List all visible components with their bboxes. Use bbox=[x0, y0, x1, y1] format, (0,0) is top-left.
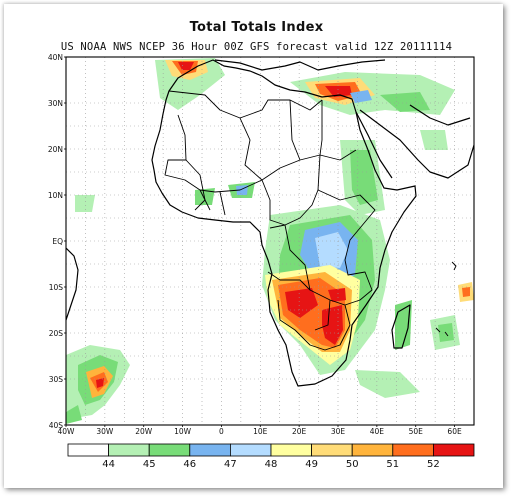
persian-gulf bbox=[409, 104, 471, 126]
legend-swatch bbox=[392, 443, 434, 457]
south-america-coast bbox=[66, 247, 79, 321]
lat-tick-label: 30N bbox=[48, 99, 63, 108]
color-legend: 44 45 46 47 48 49 50 51 52 bbox=[67, 443, 475, 470]
index-fill-layer bbox=[66, 58, 474, 424]
legend-label: 51 bbox=[386, 459, 399, 470]
border-4 bbox=[289, 99, 301, 161]
fill-n-green bbox=[380, 92, 430, 112]
border-11 bbox=[185, 159, 206, 211]
legend-swatch bbox=[270, 443, 312, 457]
fill-gulf-guinea bbox=[75, 195, 95, 212]
border-5 bbox=[269, 100, 323, 229]
lon-tick-label: 30W bbox=[96, 427, 114, 436]
legend-label: 47 bbox=[224, 459, 237, 470]
lat-tick-label: 30S bbox=[49, 375, 64, 384]
lat-tick-label: 10S bbox=[49, 283, 64, 292]
fill-nw-africa-core2 bbox=[178, 62, 194, 70]
lat-tick-label: 20N bbox=[48, 145, 63, 154]
chart-title: Total Totals Index bbox=[189, 20, 324, 35]
lat-tick-label: 40S bbox=[49, 421, 64, 430]
fill-south-atlantic-core3 bbox=[96, 378, 104, 388]
border-12 bbox=[219, 191, 226, 216]
lon-tick-label: 30E bbox=[331, 427, 346, 436]
fill-sahel-green1 bbox=[195, 188, 215, 205]
fill-central-lightblue bbox=[315, 232, 348, 268]
fill-arabia bbox=[420, 130, 448, 150]
legend-swatch bbox=[351, 443, 394, 457]
legend-label: 52 bbox=[427, 459, 440, 470]
coastlines-borders bbox=[66, 59, 474, 387]
fill-n-blue bbox=[350, 90, 372, 103]
legend-label: 49 bbox=[305, 459, 318, 470]
fill-south-ocean bbox=[355, 370, 420, 398]
latitude-labels: 40N 30N 20N 10N EQ 10S 20S 30S 40S bbox=[48, 53, 66, 430]
lon-tick-label: 10E bbox=[253, 427, 268, 436]
legend-swatch bbox=[108, 443, 150, 457]
lon-tick-label: 0 bbox=[219, 427, 224, 436]
lat-tick-label: 10N bbox=[48, 191, 63, 200]
border-1 bbox=[168, 90, 323, 119]
lon-tick-label: 40W bbox=[58, 427, 76, 436]
border-2 bbox=[164, 114, 357, 193]
legend-label: 44 bbox=[102, 459, 115, 470]
madagascar-coast bbox=[391, 304, 411, 349]
fill-south-red2 bbox=[322, 305, 343, 345]
lat-tick-label: EQ bbox=[52, 237, 63, 246]
island-1 bbox=[451, 261, 457, 271]
fill-indian-ocean2 bbox=[438, 323, 454, 342]
lon-tick-label: 10W bbox=[174, 427, 192, 436]
border-8 bbox=[284, 224, 311, 291]
legend-swatch bbox=[311, 443, 353, 457]
fill-madagascar bbox=[395, 300, 412, 350]
legend-label: 45 bbox=[143, 459, 156, 470]
lon-tick-label: 20E bbox=[292, 427, 307, 436]
legend-swatch bbox=[67, 443, 109, 457]
med-north-coast bbox=[214, 59, 386, 71]
fill-south-red3 bbox=[328, 288, 346, 302]
lat-tick-label: 20S bbox=[49, 329, 64, 338]
lon-tick-label: 60E bbox=[447, 427, 462, 436]
border-7 bbox=[267, 189, 376, 306]
legend-swatch bbox=[432, 443, 475, 457]
island-2 bbox=[435, 327, 441, 333]
legend-swatch bbox=[189, 443, 231, 457]
arabia-coast bbox=[359, 109, 474, 179]
lat-tick-label: 40N bbox=[48, 53, 63, 62]
legend-swatch bbox=[148, 443, 191, 457]
island-3 bbox=[444, 331, 449, 337]
legend-label: 48 bbox=[265, 459, 278, 470]
border-10 bbox=[314, 299, 331, 331]
legend-label: 50 bbox=[346, 459, 359, 470]
lon-tick-label: 50E bbox=[409, 427, 424, 436]
longitude-labels: 40W 30W 20W 10W 0 10E 20E 30E 40E 50E 60E bbox=[58, 425, 462, 436]
fill-east-africa-mid bbox=[350, 150, 378, 205]
red-sea bbox=[355, 111, 393, 179]
legend-swatch bbox=[229, 443, 272, 457]
border-3 bbox=[239, 117, 263, 181]
fill-e-med-core2 bbox=[325, 86, 352, 97]
lon-tick-label: 40E bbox=[370, 427, 385, 436]
lon-tick-label: 20W bbox=[135, 427, 153, 436]
chart-subtitle: US NOAA NWS NCEP 36 Hour 00Z GFS forecas… bbox=[60, 41, 453, 53]
fill-ne-orange bbox=[462, 287, 470, 297]
fill-sw-tip bbox=[66, 405, 82, 424]
border-6 bbox=[261, 179, 286, 226]
fill-south-red1 bbox=[285, 288, 318, 318]
africa-coastline bbox=[151, 59, 417, 387]
border-13 bbox=[199, 189, 211, 211]
border-9 bbox=[277, 299, 351, 351]
legend-label: 46 bbox=[183, 459, 196, 470]
